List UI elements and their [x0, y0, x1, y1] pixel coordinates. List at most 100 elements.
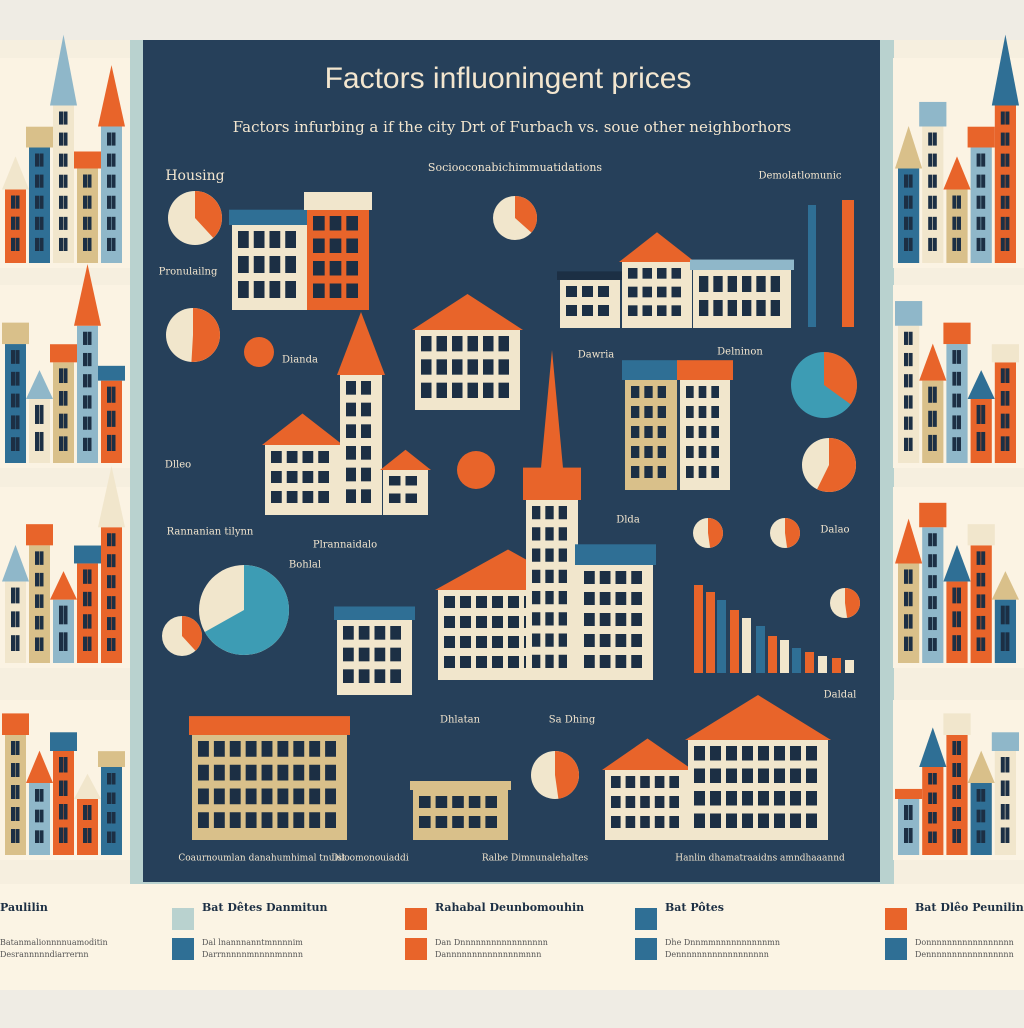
- window: [654, 816, 665, 828]
- window: [742, 300, 752, 316]
- window: [770, 276, 780, 292]
- window: [293, 764, 305, 781]
- label: Dawria: [578, 350, 615, 361]
- window: [726, 768, 737, 783]
- window: [599, 655, 611, 668]
- legend-title: Paulilin: [0, 901, 48, 914]
- window: [631, 386, 640, 398]
- roof: [26, 750, 53, 783]
- window: [1000, 804, 1005, 820]
- window: [83, 591, 87, 607]
- house-body: [898, 325, 920, 463]
- window: [361, 489, 371, 503]
- window: [15, 741, 20, 755]
- bar-deco: [742, 618, 751, 673]
- roof: [619, 232, 695, 262]
- window: [39, 195, 44, 209]
- window: [806, 791, 817, 806]
- window: [483, 336, 494, 352]
- window: [346, 261, 358, 276]
- window: [584, 613, 595, 626]
- roof: [410, 781, 511, 790]
- window: [35, 615, 39, 630]
- window: [361, 402, 371, 417]
- window: [532, 527, 541, 541]
- window: [452, 816, 464, 828]
- window: [1005, 132, 1010, 146]
- window: [1000, 174, 1005, 188]
- window: [545, 569, 554, 583]
- spire: [538, 350, 566, 500]
- window: [928, 617, 933, 631]
- window: [39, 216, 44, 230]
- window: [1000, 153, 1005, 167]
- window: [1000, 391, 1005, 406]
- window: [198, 741, 209, 757]
- window: [657, 446, 666, 458]
- house-body: [53, 362, 74, 463]
- window: [957, 237, 961, 251]
- window: [358, 647, 370, 662]
- house-body: [970, 147, 992, 263]
- window: [83, 805, 87, 820]
- window: [343, 669, 354, 683]
- legend-text: Batanmalionnnnuamoditin: [0, 938, 108, 947]
- window: [15, 216, 20, 230]
- window: [245, 812, 257, 828]
- window: [698, 386, 707, 398]
- roof: [26, 126, 53, 148]
- window: [111, 596, 116, 610]
- window: [654, 796, 665, 808]
- roof: [967, 524, 995, 546]
- window: [485, 816, 497, 828]
- swatch: [405, 938, 427, 960]
- window: [976, 615, 981, 630]
- roof: [26, 370, 53, 399]
- window: [908, 416, 913, 430]
- window: [932, 773, 937, 785]
- window: [806, 768, 817, 783]
- window: [928, 132, 933, 146]
- window: [39, 830, 44, 843]
- window: [976, 594, 981, 608]
- window: [908, 216, 913, 230]
- pie-slice: [785, 518, 801, 548]
- window: [566, 286, 577, 297]
- window: [976, 431, 981, 451]
- window: [39, 637, 44, 651]
- window: [981, 789, 986, 802]
- window: [957, 587, 961, 604]
- window: [904, 805, 908, 820]
- window: [1000, 237, 1005, 251]
- window: [981, 195, 986, 209]
- window: [981, 237, 986, 251]
- window: [11, 785, 15, 799]
- window: [444, 616, 455, 628]
- house-body: [77, 168, 98, 263]
- house-body: [526, 500, 578, 680]
- window: [628, 286, 638, 298]
- window: [742, 276, 752, 292]
- window: [59, 111, 63, 125]
- roof: [943, 713, 971, 735]
- window: [957, 829, 961, 843]
- swatch: [885, 938, 907, 960]
- window: [532, 569, 541, 583]
- window: [63, 153, 68, 167]
- window: [640, 816, 650, 828]
- roof: [74, 545, 101, 564]
- window: [107, 638, 111, 651]
- window: [302, 471, 314, 483]
- window: [468, 796, 481, 808]
- window: [107, 575, 111, 589]
- window: [213, 741, 225, 757]
- window: [981, 174, 986, 188]
- bar-deco: [730, 610, 739, 673]
- window: [107, 386, 111, 403]
- legend-title: Bat Dlêo Peuniling: [915, 901, 1024, 914]
- window: [11, 829, 15, 843]
- window: [358, 669, 370, 683]
- label: Sociooconabichimmuatidations: [428, 161, 603, 174]
- window: [952, 350, 957, 364]
- window: [1000, 132, 1005, 146]
